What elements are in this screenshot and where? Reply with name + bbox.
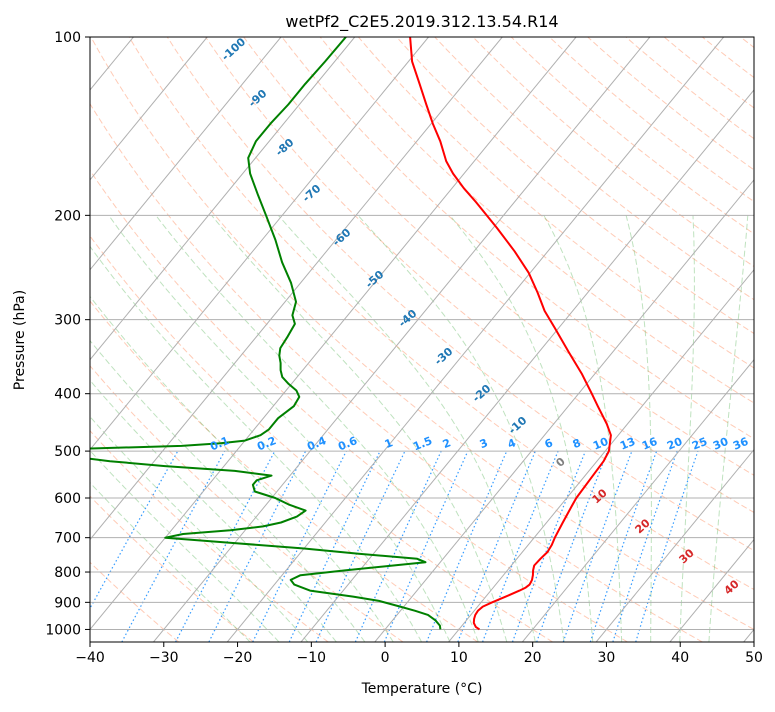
x-tick-label: 20	[524, 650, 542, 666]
y-tick-label: 900	[54, 595, 81, 611]
y-tick-label: 700	[54, 531, 81, 547]
x-tick-label: −30	[149, 650, 179, 666]
x-tick-label: 50	[745, 650, 763, 666]
x-tick-label: 0	[381, 650, 390, 666]
y-tick-label: 400	[54, 387, 81, 403]
y-tick-label: 100	[54, 30, 81, 46]
y-tick-label: 500	[54, 444, 81, 460]
y-tick-label: 300	[54, 313, 81, 329]
y-tick-label: 1000	[45, 622, 81, 638]
x-tick-label: 30	[598, 650, 616, 666]
x-axis-label: Temperature (°C)	[361, 681, 483, 697]
x-tick-label: 10	[450, 650, 468, 666]
x-tick-label: −40	[75, 650, 105, 666]
x-tick-label: −10	[297, 650, 327, 666]
y-tick-label: 200	[54, 208, 81, 224]
x-tick-label: 40	[671, 650, 689, 666]
chart-title: wetPf2_C2E5.2019.312.13.54.R14	[285, 12, 558, 32]
y-tick-label: 800	[54, 565, 81, 581]
x-tick-label: −20	[223, 650, 253, 666]
y-tick-label: 600	[54, 491, 81, 507]
y-axis-label: Pressure (hPa)	[12, 290, 28, 390]
